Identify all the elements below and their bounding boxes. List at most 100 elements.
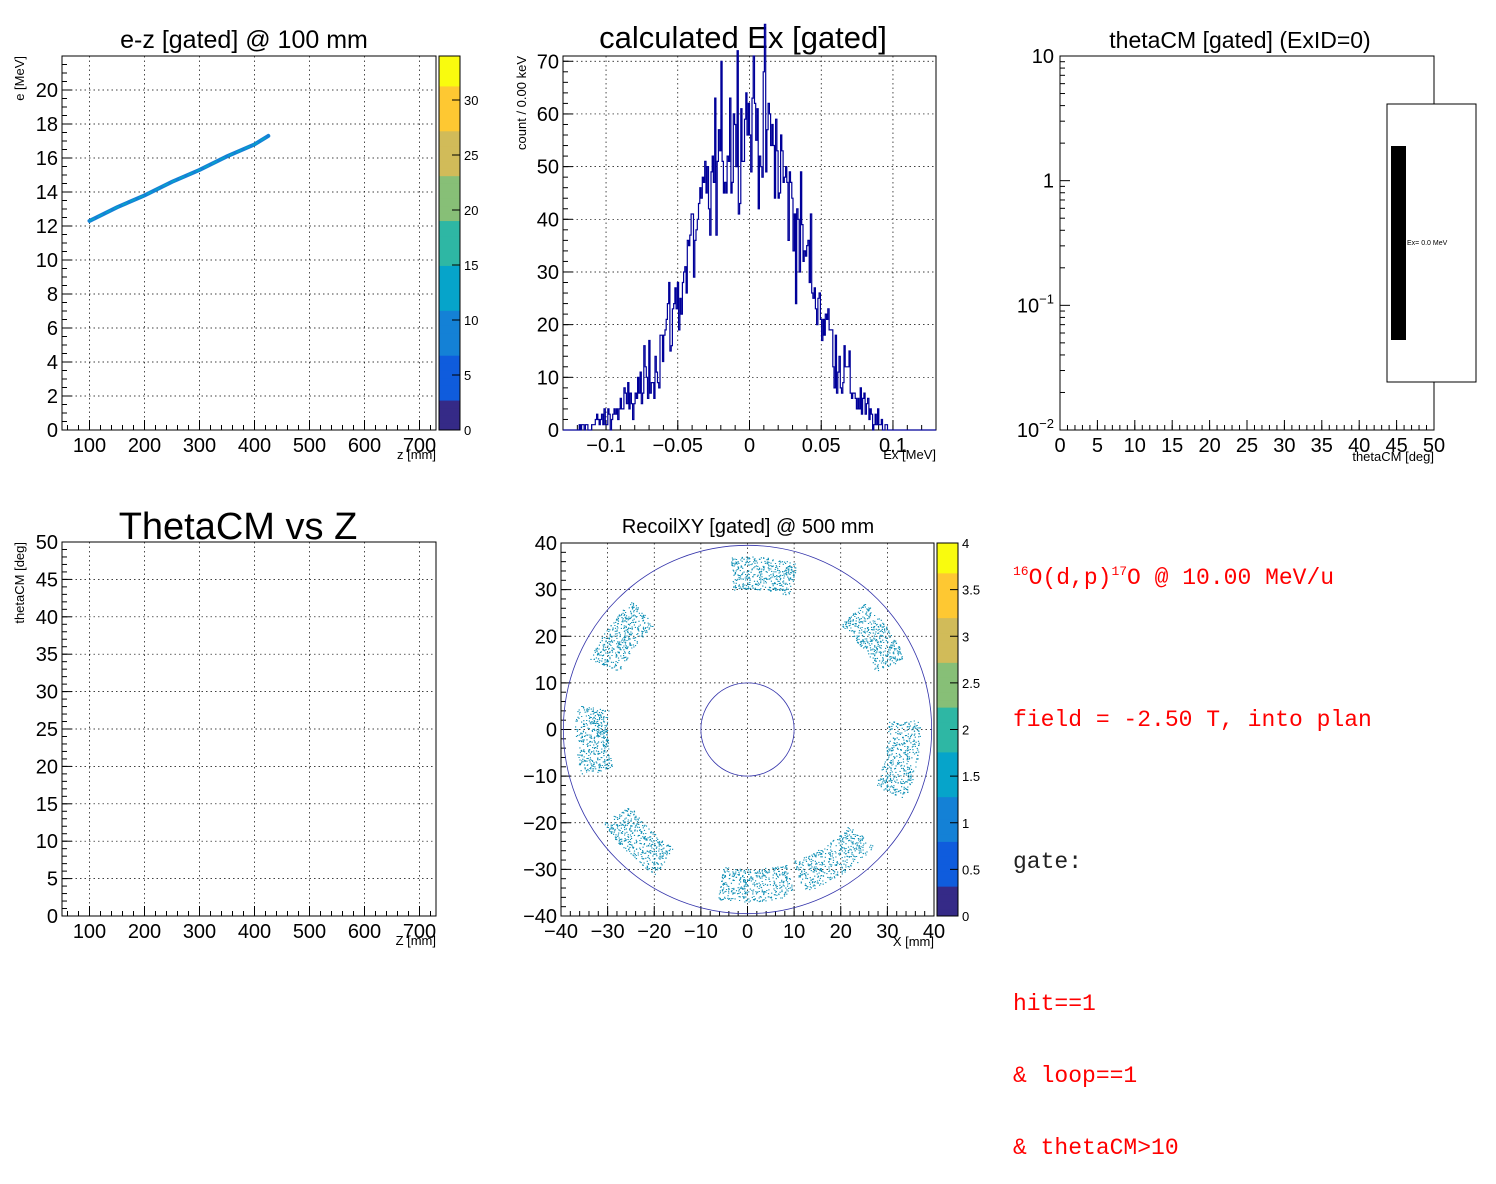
colorbar-cell	[937, 632, 958, 641]
y-tick-label: 70	[537, 51, 559, 73]
colorbar-cell	[937, 878, 958, 887]
y-tick-label: 14	[36, 182, 58, 204]
colorbar-cell	[439, 220, 460, 229]
x-tick-label: 600	[348, 921, 381, 943]
y-tick-label: 18	[36, 114, 58, 136]
colorbar-cell	[439, 250, 460, 259]
x-tick-label: 100	[73, 921, 106, 943]
colorbar-frame	[438, 55, 461, 431]
x-tick-label: 20	[1198, 435, 1220, 457]
colorbar-cell	[937, 863, 958, 872]
colorbar-cell	[937, 751, 958, 760]
gate-line-3: & thetaCM>10	[1013, 1135, 1179, 1161]
colorbar-cell	[937, 848, 958, 857]
ex-title: calculated Ex [gated]	[599, 20, 887, 55]
x-tick-label: −20	[637, 921, 671, 943]
colorbar-cell	[937, 833, 958, 842]
colorbar-cell	[439, 347, 460, 356]
colorbar-cell	[439, 377, 460, 386]
colorbar-cell	[937, 796, 958, 805]
colorbar-cell	[439, 272, 460, 281]
x-tick-label: 500	[293, 921, 326, 943]
colorbar-cell	[937, 610, 958, 619]
x-tick-label: −40	[544, 921, 578, 943]
y-tick-label: 40	[537, 209, 559, 231]
field-line: field = -2.50 T, into plan	[1013, 707, 1372, 733]
tick-base: 10	[1017, 420, 1039, 442]
gate-line-2: & loop==1	[1013, 1063, 1138, 1089]
x-tick-label: 30	[1273, 435, 1295, 457]
x-tick-label: −30	[591, 921, 625, 943]
arc-points	[604, 808, 674, 875]
y-tick-label: 8	[47, 284, 58, 306]
x-tick-label: 40	[1348, 435, 1370, 457]
theta-legend-swatch	[1391, 146, 1406, 340]
colorbar-cell	[439, 115, 460, 124]
y-tick-label: 10	[535, 673, 557, 695]
colorbar-cell	[439, 392, 460, 401]
x-tick-label: 20	[830, 921, 852, 943]
x-tick-label: 35	[1311, 435, 1333, 457]
colorbar-cell	[937, 886, 958, 895]
colorbar-cell	[439, 123, 460, 132]
plot-frame	[61, 541, 437, 917]
colorbar-cell	[439, 317, 460, 326]
colorbar-cell	[439, 310, 460, 319]
colorbar-tick-label: 3	[962, 629, 969, 644]
reaction-a: O(d,p)	[1028, 565, 1112, 591]
colorbar-tick-label: 0	[962, 909, 969, 924]
colorbar-tick-label: 20	[464, 203, 478, 218]
arc-points	[794, 827, 874, 891]
colorbar-cell	[439, 385, 460, 394]
tick-base: 10	[1017, 295, 1039, 317]
colorbar-cell	[937, 804, 958, 813]
colorbar-cell	[937, 543, 958, 551]
y-tick-label: 5	[47, 869, 58, 891]
colorbar-cell	[439, 198, 460, 207]
colorbar-cell	[439, 280, 460, 289]
colorbar-cell	[439, 108, 460, 117]
tick-base: 1	[1043, 171, 1054, 193]
colorbar-cell	[439, 145, 460, 154]
colorbar-cell	[439, 362, 460, 371]
theta-y-tick-label: 10	[1032, 46, 1054, 68]
x-tick-label: 15	[1161, 435, 1183, 457]
y-tick-label: 2	[47, 386, 58, 408]
ex-xlabel: Ex [MeV]	[883, 447, 936, 462]
colorbar-cell	[439, 228, 460, 237]
y-tick-label: 60	[537, 104, 559, 126]
colorbar-tick-label: 1.5	[962, 769, 980, 784]
colorbar-cell	[937, 789, 958, 798]
xy-xlabel: X [mm]	[893, 934, 934, 949]
colorbar-cell	[937, 729, 958, 738]
x-tick-label: 0	[742, 921, 753, 943]
x-tick-label: 0.05	[802, 435, 841, 457]
colorbar-cell	[439, 190, 460, 199]
arc-points	[590, 602, 654, 671]
colorbar-cell	[937, 580, 958, 589]
colorbar-cell	[937, 908, 958, 917]
colorbar-cell	[439, 265, 460, 274]
colorbar-cell	[937, 602, 958, 611]
colorbar-cell	[937, 707, 958, 716]
gate-label: gate:	[1013, 849, 1083, 875]
tz-ylabel: thetaCM [deg]	[12, 542, 27, 624]
colorbar-cell	[937, 901, 958, 910]
colorbar-cell	[937, 781, 958, 790]
colorbar-tick-label: 2.5	[962, 676, 980, 691]
y-tick-label: 10	[36, 250, 58, 272]
tick-base: 10	[1032, 46, 1054, 68]
x-tick-label: 5	[1092, 435, 1103, 457]
colorbar-cell	[439, 370, 460, 379]
arc-sector	[718, 864, 794, 903]
colorbar-cell	[937, 766, 958, 775]
x-tick-label: 40	[923, 921, 945, 943]
y-tick-label: 15	[36, 794, 58, 816]
colorbar-cell	[439, 332, 460, 341]
x-tick-label: 500	[293, 435, 326, 457]
x-tick-label: 0	[1054, 435, 1065, 457]
arc-points	[842, 603, 903, 672]
y-tick-label: 20	[535, 626, 557, 648]
colorbar-cell	[439, 175, 460, 184]
